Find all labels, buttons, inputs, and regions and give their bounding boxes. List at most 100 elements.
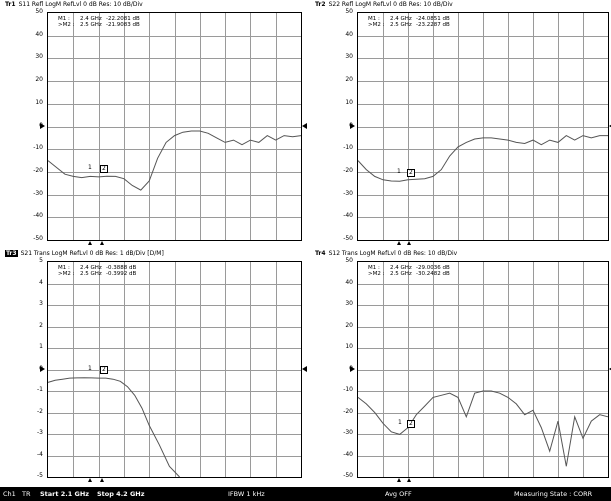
y-axis-label: 50 bbox=[35, 8, 43, 15]
marker-position-icon[interactable] bbox=[100, 241, 104, 245]
grid-line-horizontal bbox=[358, 81, 608, 83]
y-axis-label: -50 bbox=[343, 472, 353, 479]
marker-table[interactable]: M1 : 2.4 GHz -22.2081 dB >M2 : 2.5 GHz -21.90… bbox=[58, 16, 140, 28]
marker-row[interactable]: M1 : 2.4 GHz -24.0851 dB bbox=[368, 16, 450, 22]
y-axis-label: -20 bbox=[33, 166, 43, 174]
averaging-label[interactable]: Avg OFF bbox=[385, 490, 412, 498]
grid-line-horizontal bbox=[48, 283, 301, 285]
start-frequency[interactable]: Start 2.1 GHz bbox=[40, 490, 90, 498]
grid-line-horizontal bbox=[358, 171, 608, 173]
marker-frequency: 2.5 GHz bbox=[390, 271, 412, 277]
marker-tag[interactable]: 1 bbox=[397, 168, 401, 176]
marker-tag[interactable]: 1 bbox=[88, 163, 92, 171]
y-axis-label: 10 bbox=[35, 98, 43, 106]
trace-header[interactable]: Tr3 S21 Trans LogM RefLvl 0 dB Res: 1 dB/… bbox=[5, 250, 164, 258]
y-axis-label: 20 bbox=[345, 321, 353, 329]
trace-header[interactable]: Tr4 S12 Trans LogM RefLvl 0 dB Res: 10 dB… bbox=[315, 250, 457, 258]
marker-tag[interactable]: 2 bbox=[100, 365, 108, 374]
reference-level-arrow-icon[interactable] bbox=[609, 365, 611, 372]
trace-settings: S21 Trans LogM RefLvl 0 dB Res: 1 dB/Div… bbox=[20, 250, 164, 257]
marker-frequency: 2.5 GHz bbox=[80, 271, 102, 277]
grid-line-horizontal bbox=[48, 305, 301, 306]
marker-row[interactable]: M1 : 2.4 GHz -22.2081 dB bbox=[58, 16, 140, 22]
y-axis-label: 1 bbox=[39, 343, 43, 350]
trace-header[interactable]: Tr2 S22 Refl LogM RefLvl 0 dB Res: 10 dB/… bbox=[315, 1, 453, 9]
marker-table[interactable]: M1 : 2.4 GHz -29.0036 dB >M2 : 2.5 GHz -30.24… bbox=[368, 265, 450, 277]
reference-level-arrow-icon[interactable] bbox=[40, 365, 45, 372]
marker-value: -23.2287 dB bbox=[416, 22, 450, 28]
y-axis-label: 4 bbox=[39, 278, 43, 286]
marker-position-icon[interactable] bbox=[407, 241, 411, 245]
marker-position-icon[interactable] bbox=[397, 241, 401, 245]
marker-tag[interactable]: 2 bbox=[407, 169, 415, 178]
marker-value: -0.3888 dB bbox=[106, 265, 137, 271]
y-axis-label: 10 bbox=[345, 98, 353, 106]
grid-line-horizontal bbox=[358, 35, 608, 37]
plot-area[interactable]: M1 : 2.4 GHz -22.2081 dB >M2 : 2.5 GHz -21.90… bbox=[47, 12, 302, 241]
y-axis-label: 40 bbox=[345, 30, 353, 38]
marker-table[interactable]: M1 : 2.4 GHz -24.0851 dB >M2 : 2.5 GHz -23.22… bbox=[368, 16, 450, 28]
marker-frequency: 2.4 GHz bbox=[80, 16, 102, 22]
plot-area[interactable]: M1 : 2.4 GHz -0.3888 dB >M2 : 2.5 GHz -0.3992… bbox=[47, 261, 302, 478]
y-axis-label: -4 bbox=[37, 450, 43, 458]
marker-tag[interactable]: 1 bbox=[398, 418, 402, 426]
marker-table[interactable]: M1 : 2.4 GHz -0.3888 dB >M2 : 2.5 GHz -0.3992… bbox=[58, 265, 136, 277]
trace-id: Tr2 bbox=[315, 1, 326, 8]
ifbw-label[interactable]: IFBW 1 kHz bbox=[228, 490, 265, 498]
grid-line-horizontal bbox=[48, 326, 301, 328]
stop-frequency[interactable]: Stop 4.2 GHz bbox=[97, 490, 145, 498]
reference-level-arrow-icon[interactable] bbox=[609, 122, 611, 129]
plot-area[interactable]: M1 : 2.4 GHz -24.0851 dB >M2 : 2.5 GHz -23.22… bbox=[357, 12, 609, 241]
grid-line-horizontal bbox=[48, 455, 301, 457]
marker-frequency: 2.4 GHz bbox=[390, 265, 412, 271]
reference-level-arrow-icon[interactable] bbox=[350, 122, 355, 129]
marker-tag[interactable]: 2 bbox=[407, 419, 415, 428]
marker-row[interactable]: >M2 : 2.5 GHz -0.3992 dB bbox=[58, 271, 136, 277]
marker-position-icon[interactable] bbox=[88, 241, 92, 245]
measurement-trace bbox=[357, 135, 608, 182]
y-axis-label: 5 bbox=[39, 257, 43, 264]
marker-row[interactable]: >M2 : 2.5 GHz -30.2482 dB bbox=[368, 271, 450, 277]
mode-label[interactable]: TR bbox=[22, 490, 31, 498]
plot-area[interactable]: M1 : 2.4 GHz -29.0036 dB >M2 : 2.5 GHz -30.24… bbox=[357, 261, 609, 478]
marker-tag[interactable]: 2 bbox=[100, 164, 108, 173]
marker-name: M1 : bbox=[368, 265, 380, 271]
marker-value: -0.3992 dB bbox=[106, 271, 137, 277]
grid-line-horizontal bbox=[358, 348, 608, 349]
marker-name: M1 : bbox=[58, 265, 70, 271]
grid-line-horizontal bbox=[358, 103, 608, 105]
trace-line bbox=[357, 135, 608, 182]
y-axis-label: -3 bbox=[37, 429, 43, 436]
marker-position-icon[interactable] bbox=[88, 478, 92, 482]
measurement-trace bbox=[357, 390, 609, 467]
grid-line-horizontal bbox=[48, 103, 301, 105]
y-axis-label: -50 bbox=[33, 235, 43, 242]
reference-level-arrow-icon[interactable] bbox=[302, 122, 307, 129]
trace-header[interactable]: Tr1 S11 Refl LogM RefLvl 0 dB Res: 10 dB/… bbox=[5, 1, 143, 9]
reference-level-arrow-icon[interactable] bbox=[40, 122, 45, 129]
marker-position-icon[interactable] bbox=[397, 478, 401, 482]
reference-level-arrow-icon[interactable] bbox=[350, 365, 355, 372]
y-axis-label: -40 bbox=[343, 450, 353, 458]
trace-settings: S22 Refl LogM RefLvl 0 dB Res: 10 dB/Div bbox=[328, 1, 453, 8]
grid-line-horizontal bbox=[48, 369, 301, 371]
marker-position-icon[interactable] bbox=[100, 478, 104, 482]
trace-settings: S11 Refl LogM RefLvl 0 dB Res: 10 dB/Div bbox=[18, 1, 143, 8]
y-axis-label: -10 bbox=[343, 386, 353, 393]
y-axis-label: -30 bbox=[33, 189, 43, 197]
marker-row[interactable]: M1 : 2.4 GHz -29.0036 dB bbox=[368, 265, 450, 271]
grid-line-horizontal bbox=[48, 35, 301, 37]
marker-tag[interactable]: 1 bbox=[88, 364, 92, 372]
grid-line-horizontal bbox=[358, 412, 608, 414]
marker-row[interactable]: M1 : 2.4 GHz -0.3888 dB bbox=[58, 265, 136, 271]
grid-line-horizontal bbox=[358, 326, 608, 328]
marker-position-icon[interactable] bbox=[407, 478, 411, 482]
marker-value: -24.0851 dB bbox=[416, 16, 450, 22]
reference-level-arrow-icon[interactable] bbox=[302, 365, 307, 372]
marker-row[interactable]: >M2 : 2.5 GHz -21.9083 dB bbox=[58, 22, 140, 28]
marker-frequency: 2.4 GHz bbox=[390, 16, 412, 22]
marker-row[interactable]: >M2 : 2.5 GHz -23.2287 dB bbox=[368, 22, 450, 28]
channel-label[interactable]: Ch1 bbox=[3, 490, 16, 498]
y-axis-label: -40 bbox=[33, 212, 43, 220]
y-axis-label: -30 bbox=[343, 189, 353, 197]
